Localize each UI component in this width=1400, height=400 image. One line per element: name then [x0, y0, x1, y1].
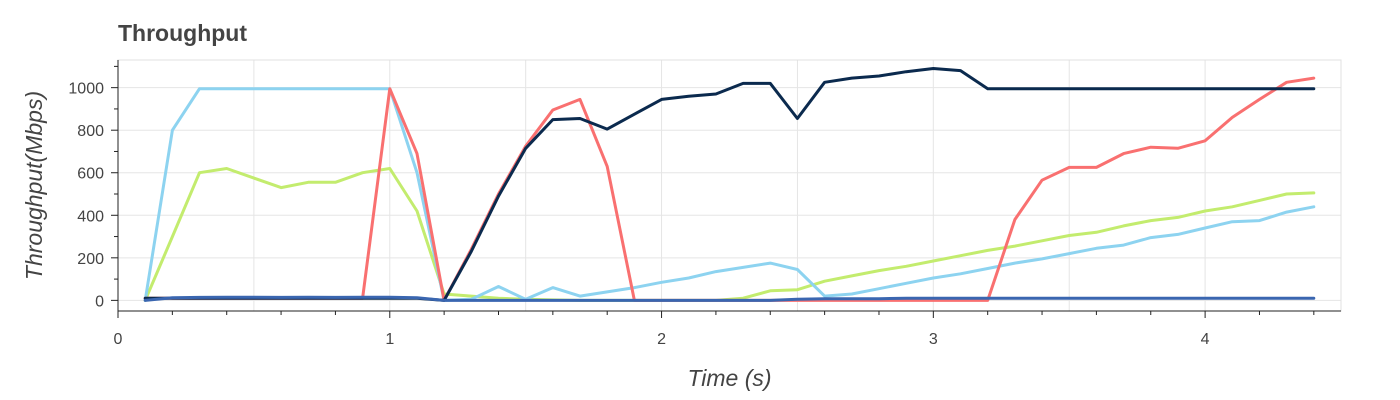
x-tick-label: 3	[929, 331, 938, 348]
grid-layer	[118, 60, 1341, 311]
x-tick-label: 1	[385, 331, 394, 348]
y-tick-label: 600	[77, 166, 104, 183]
x-axis-label: Time (s)	[687, 365, 771, 391]
series-layer	[143, 67, 1316, 302]
y-axis-label: Throughput(Mbps)	[21, 91, 47, 280]
y-tick-label: 200	[77, 251, 104, 268]
plot-frame	[117, 59, 1342, 312]
series-line-5	[143, 295, 1316, 302]
chart-title: Throughput	[118, 20, 248, 46]
y-tick-label: 400	[77, 208, 104, 225]
y-tick-label: 800	[77, 123, 104, 140]
axis-layer: 0 1 2 3 4 0 200 400 600 800 1000	[68, 60, 1341, 348]
series-line-4	[143, 67, 1316, 302]
series-line-2	[143, 87, 1316, 302]
x-tick-label: 0	[114, 331, 123, 348]
x-tick-label: 4	[1201, 331, 1210, 348]
y-tick-label: 0	[95, 293, 104, 310]
y-tick-label: 1000	[68, 81, 104, 98]
series-line-3	[143, 76, 1316, 302]
series-line-1	[143, 167, 1316, 302]
x-tick-label: 2	[657, 331, 666, 348]
